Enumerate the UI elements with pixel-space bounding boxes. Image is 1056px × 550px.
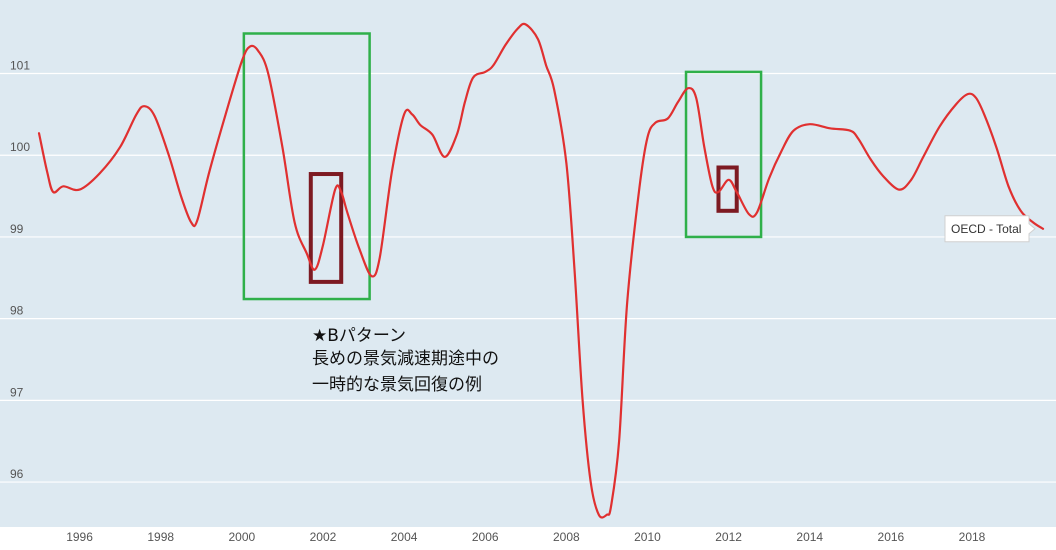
y-tick-label: 99 [10,222,24,236]
x-tick-label: 2002 [310,530,337,544]
x-tick-label: 1996 [66,530,93,544]
plot-background [0,0,1056,527]
x-tick-label: 2010 [634,530,661,544]
y-tick-label: 98 [10,304,24,318]
grid-lines [0,72,1056,483]
annotation-line-1: ★Bパターン [312,326,406,346]
y-tick-label: 101 [10,59,30,73]
highlight-boxes [242,32,763,301]
x-tick-label: 2004 [391,530,418,544]
x-tick-label: 2012 [715,530,742,544]
x-tick-label: 1998 [147,530,174,544]
series-line-oecd-total[interactable] [37,22,1045,519]
highlight-box-recovery [308,172,344,284]
annotation-line-2: 長めの景気減速期途中の [312,349,499,369]
highlight-box-recovery [716,165,739,213]
annotation-line-3: 一時的な景気回復の例 [312,375,482,395]
x-tick-label: 2014 [796,530,823,544]
y-axis-ticks: 96 97 98 99 100 101 [10,59,30,482]
highlight-box-period [684,70,763,239]
x-tick-label: 2008 [553,530,580,544]
y-tick-label: 100 [10,140,30,154]
x-tick-label: 2000 [228,530,255,544]
tooltip-box [944,215,1036,243]
annotation-text: ★Bパターン 長めの景気減速期途中の 一時的な景気回復の例 [312,326,499,395]
x-tick-label: 2006 [472,530,499,544]
highlight-box-period [242,32,371,301]
x-tick-label: 2016 [878,530,905,544]
x-tick-label: 2018 [959,530,986,544]
y-tick-label: 96 [10,467,24,481]
tooltip-label: OECD - Total [951,222,1021,236]
y-tick-label: 97 [10,385,24,399]
x-axis-ticks: 1996 1998 2000 2002 2004 2006 2008 2010 2012 2014… [66,530,985,544]
series-tooltip: OECD - Total [944,215,1036,243]
